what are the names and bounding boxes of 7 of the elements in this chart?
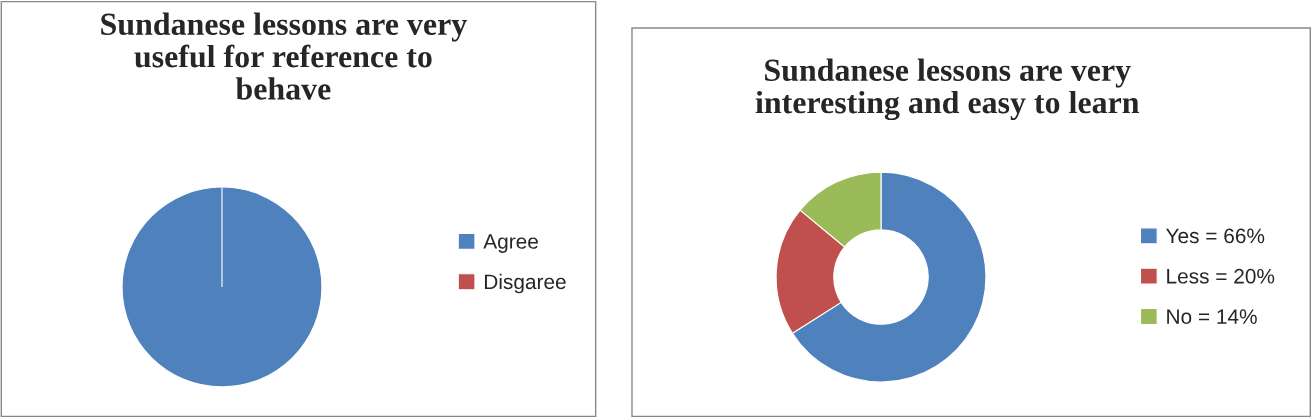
legend-label: No = 14%	[1167, 309, 1257, 324]
legend-label: Disgaree	[484, 273, 566, 294]
chart-title: Sundanese lessons are very interesting and easy to learn	[755, 58, 1140, 121]
legend-label: Agree	[483, 234, 538, 253]
legend-label: Less = 20%	[1167, 268, 1275, 284]
chart-title: Sundanese lessons are very useful for reference to behave	[101, 12, 467, 100]
legend-label: Yes = 66%	[1165, 228, 1265, 244]
